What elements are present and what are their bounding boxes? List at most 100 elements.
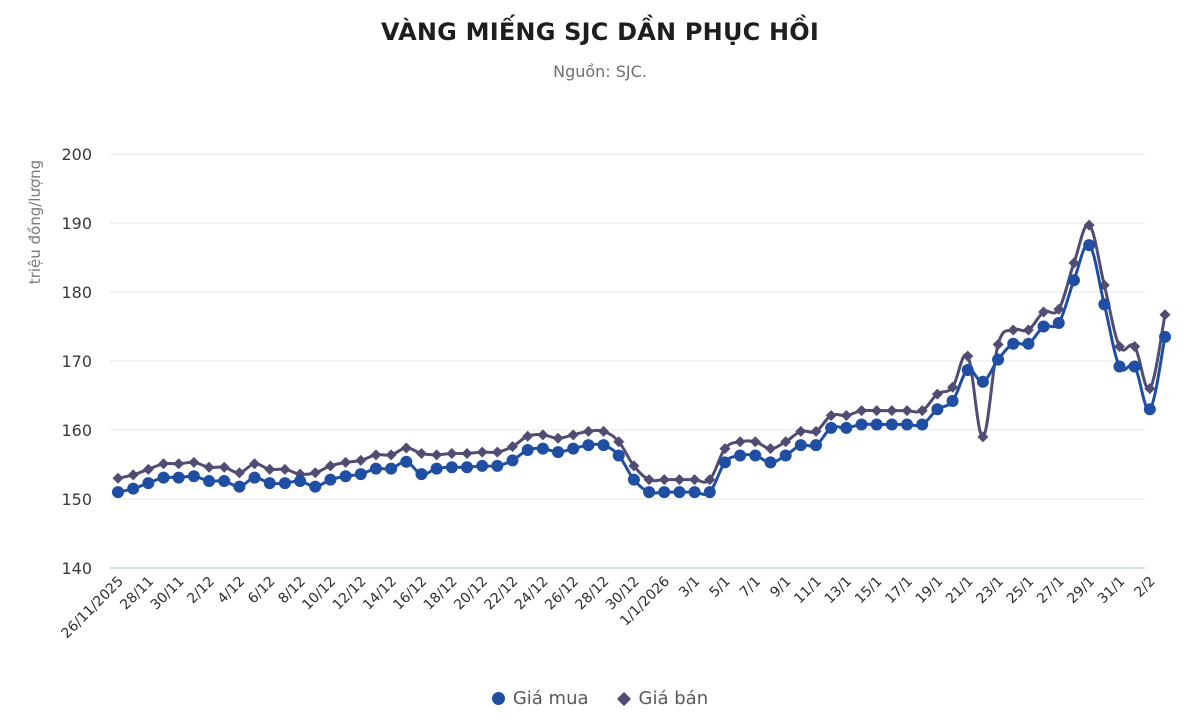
data-point-circle-icon[interactable] bbox=[127, 482, 140, 495]
data-point-diamond-icon[interactable] bbox=[931, 388, 943, 400]
data-point-diamond-icon[interactable] bbox=[749, 436, 761, 448]
data-point-diamond-icon[interactable] bbox=[264, 463, 276, 475]
data-point-diamond-icon[interactable] bbox=[1022, 324, 1034, 336]
data-point-diamond-icon[interactable] bbox=[173, 458, 185, 470]
data-point-circle-icon[interactable] bbox=[263, 477, 276, 490]
data-point-circle-icon[interactable] bbox=[354, 468, 367, 481]
data-point-circle-icon[interactable] bbox=[415, 468, 428, 481]
data-point-diamond-icon[interactable] bbox=[871, 405, 883, 417]
data-point-diamond-icon[interactable] bbox=[598, 425, 610, 437]
data-point-circle-icon[interactable] bbox=[309, 480, 322, 493]
data-point-diamond-icon[interactable] bbox=[385, 449, 397, 461]
data-point-circle-icon[interactable] bbox=[476, 459, 489, 472]
data-point-circle-icon[interactable] bbox=[278, 477, 291, 490]
data-point-diamond-icon[interactable] bbox=[810, 425, 822, 437]
data-point-diamond-icon[interactable] bbox=[689, 474, 701, 486]
data-point-circle-icon[interactable] bbox=[673, 486, 686, 499]
data-point-diamond-icon[interactable] bbox=[734, 436, 746, 448]
data-point-circle-icon[interactable] bbox=[233, 480, 246, 493]
data-point-diamond-icon[interactable] bbox=[795, 425, 807, 437]
data-point-circle-icon[interactable] bbox=[961, 363, 974, 376]
data-point-circle-icon[interactable] bbox=[339, 470, 352, 483]
data-point-circle-icon[interactable] bbox=[461, 461, 473, 474]
data-point-diamond-icon[interactable] bbox=[1038, 306, 1050, 318]
data-point-diamond-icon[interactable] bbox=[1129, 341, 1141, 353]
data-point-diamond-icon[interactable] bbox=[764, 443, 776, 455]
data-point-diamond-icon[interactable] bbox=[188, 456, 200, 468]
data-point-circle-icon[interactable] bbox=[1067, 274, 1080, 287]
data-point-diamond-icon[interactable] bbox=[522, 430, 534, 442]
data-point-circle-icon[interactable] bbox=[688, 486, 701, 499]
data-point-diamond-icon[interactable] bbox=[537, 429, 549, 441]
data-point-diamond-icon[interactable] bbox=[127, 469, 139, 481]
data-point-diamond-icon[interactable] bbox=[673, 474, 685, 486]
data-point-circle-icon[interactable] bbox=[218, 475, 231, 488]
data-point-diamond-icon[interactable] bbox=[203, 461, 215, 473]
data-point-circle-icon[interactable] bbox=[324, 473, 337, 486]
data-point-circle-icon[interactable] bbox=[536, 442, 549, 455]
data-point-diamond-icon[interactable] bbox=[552, 432, 564, 444]
legend-item-buy[interactable]: Giá mua bbox=[491, 688, 589, 709]
data-point-circle-icon[interactable] bbox=[1113, 360, 1126, 373]
data-point-circle-icon[interactable] bbox=[582, 439, 595, 452]
data-point-diamond-icon[interactable] bbox=[279, 463, 291, 475]
data-point-circle-icon[interactable] bbox=[142, 477, 155, 490]
data-point-diamond-icon[interactable] bbox=[461, 447, 473, 459]
data-point-diamond-icon[interactable] bbox=[1083, 219, 1095, 231]
data-point-diamond-icon[interactable] bbox=[1159, 309, 1171, 321]
data-point-diamond-icon[interactable] bbox=[233, 467, 245, 479]
data-point-circle-icon[interactable] bbox=[855, 418, 868, 431]
data-point-diamond-icon[interactable] bbox=[1113, 341, 1125, 353]
data-point-circle-icon[interactable] bbox=[552, 446, 565, 459]
data-point-circle-icon[interactable] bbox=[612, 449, 625, 462]
data-point-diamond-icon[interactable] bbox=[582, 425, 594, 437]
data-point-diamond-icon[interactable] bbox=[340, 456, 352, 468]
data-point-diamond-icon[interactable] bbox=[446, 447, 458, 459]
data-point-circle-icon[interactable] bbox=[749, 449, 762, 462]
data-point-circle-icon[interactable] bbox=[1022, 337, 1035, 350]
data-point-diamond-icon[interactable] bbox=[901, 405, 913, 417]
data-point-circle-icon[interactable] bbox=[491, 459, 504, 472]
data-point-circle-icon[interactable] bbox=[1052, 317, 1065, 330]
data-point-circle-icon[interactable] bbox=[992, 353, 1005, 366]
data-point-circle-icon[interactable] bbox=[870, 418, 883, 431]
legend-item-sell[interactable]: Giá bán bbox=[616, 688, 708, 709]
data-point-circle-icon[interactable] bbox=[840, 421, 853, 434]
data-point-circle-icon[interactable] bbox=[400, 455, 413, 468]
data-point-diamond-icon[interactable] bbox=[886, 405, 898, 417]
data-point-diamond-icon[interactable] bbox=[992, 338, 1004, 350]
data-point-circle-icon[interactable] bbox=[825, 421, 838, 434]
data-point-diamond-icon[interactable] bbox=[613, 436, 625, 448]
data-point-diamond-icon[interactable] bbox=[142, 463, 154, 475]
data-point-circle-icon[interactable] bbox=[430, 462, 443, 475]
data-point-diamond-icon[interactable] bbox=[947, 381, 959, 393]
data-point-diamond-icon[interactable] bbox=[825, 410, 837, 422]
data-point-diamond-icon[interactable] bbox=[658, 474, 670, 486]
data-point-circle-icon[interactable] bbox=[734, 449, 747, 462]
data-point-circle-icon[interactable] bbox=[779, 449, 792, 462]
data-point-circle-icon[interactable] bbox=[885, 418, 898, 431]
data-point-circle-icon[interactable] bbox=[112, 486, 124, 499]
data-point-diamond-icon[interactable] bbox=[507, 441, 519, 453]
data-point-circle-icon[interactable] bbox=[764, 456, 777, 469]
data-point-diamond-icon[interactable] bbox=[370, 449, 382, 461]
data-point-circle-icon[interactable] bbox=[521, 444, 534, 457]
data-point-diamond-icon[interactable] bbox=[112, 472, 124, 484]
data-point-diamond-icon[interactable] bbox=[1007, 324, 1019, 336]
data-point-circle-icon[interactable] bbox=[976, 375, 989, 388]
data-point-diamond-icon[interactable] bbox=[158, 458, 170, 470]
data-point-diamond-icon[interactable] bbox=[415, 447, 427, 459]
data-point-circle-icon[interactable] bbox=[567, 442, 580, 455]
data-point-circle-icon[interactable] bbox=[172, 471, 185, 484]
data-point-circle-icon[interactable] bbox=[810, 439, 822, 452]
data-point-diamond-icon[interactable] bbox=[840, 410, 852, 422]
data-point-circle-icon[interactable] bbox=[931, 403, 944, 416]
data-point-circle-icon[interactable] bbox=[643, 486, 656, 499]
data-point-circle-icon[interactable] bbox=[658, 486, 671, 499]
data-point-circle-icon[interactable] bbox=[1128, 360, 1141, 373]
data-point-diamond-icon[interactable] bbox=[977, 431, 989, 443]
data-point-diamond-icon[interactable] bbox=[780, 436, 792, 448]
data-point-circle-icon[interactable] bbox=[1037, 320, 1050, 333]
data-point-circle-icon[interactable] bbox=[445, 461, 458, 474]
data-point-circle-icon[interactable] bbox=[506, 454, 519, 467]
